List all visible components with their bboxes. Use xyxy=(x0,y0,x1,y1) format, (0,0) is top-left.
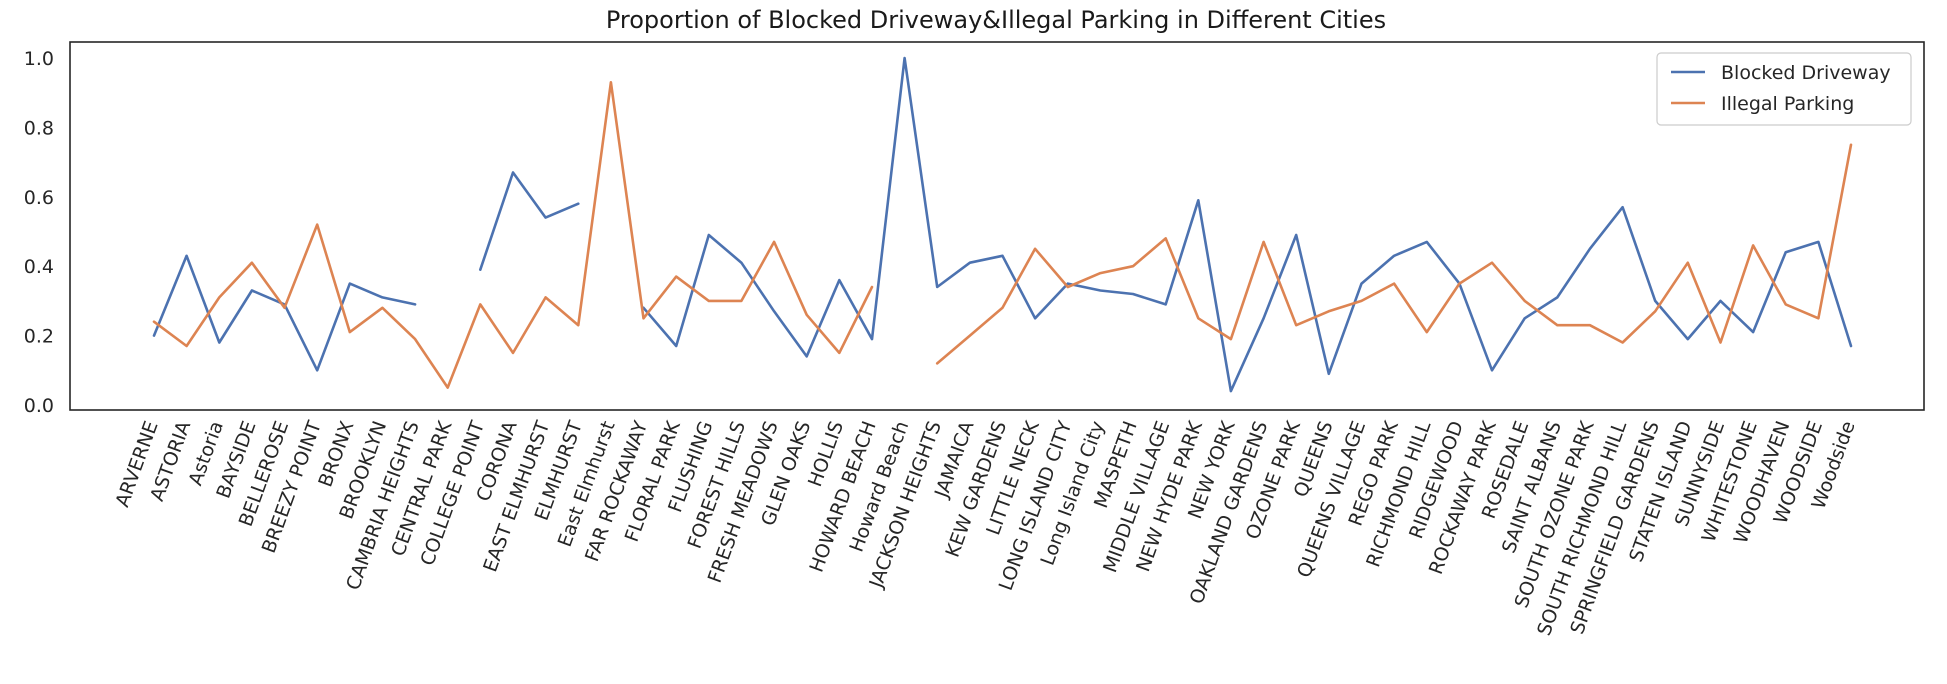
series-line-illegal-parking xyxy=(935,143,1853,365)
legend: Blocked Driveway Illegal Parking xyxy=(1656,52,1912,126)
y-tick-label: 1.0 xyxy=(24,48,54,70)
series-line-blocked-driveway xyxy=(642,56,1853,393)
plot-frame xyxy=(69,41,1925,411)
series-line-illegal-parking xyxy=(152,81,874,389)
legend-label: Illegal Parking xyxy=(1721,93,1854,115)
legend-box xyxy=(1656,52,1912,126)
y-tick-label: 0.0 xyxy=(24,395,54,417)
chart-title: Proportion of Blocked Driveway&Illegal P… xyxy=(606,6,1386,34)
y-axis: 0.0 0.2 0.4 0.6 0.8 1.0 xyxy=(24,48,54,417)
series-line-blocked-driveway xyxy=(479,171,580,271)
y-tick-label: 0.6 xyxy=(24,187,54,209)
y-tick-label: 0.8 xyxy=(24,117,54,139)
legend-label: Blocked Driveway xyxy=(1721,62,1891,84)
y-tick-label: 0.4 xyxy=(24,256,54,278)
y-tick-label: 0.2 xyxy=(24,326,54,348)
series-layer xyxy=(152,56,1853,393)
